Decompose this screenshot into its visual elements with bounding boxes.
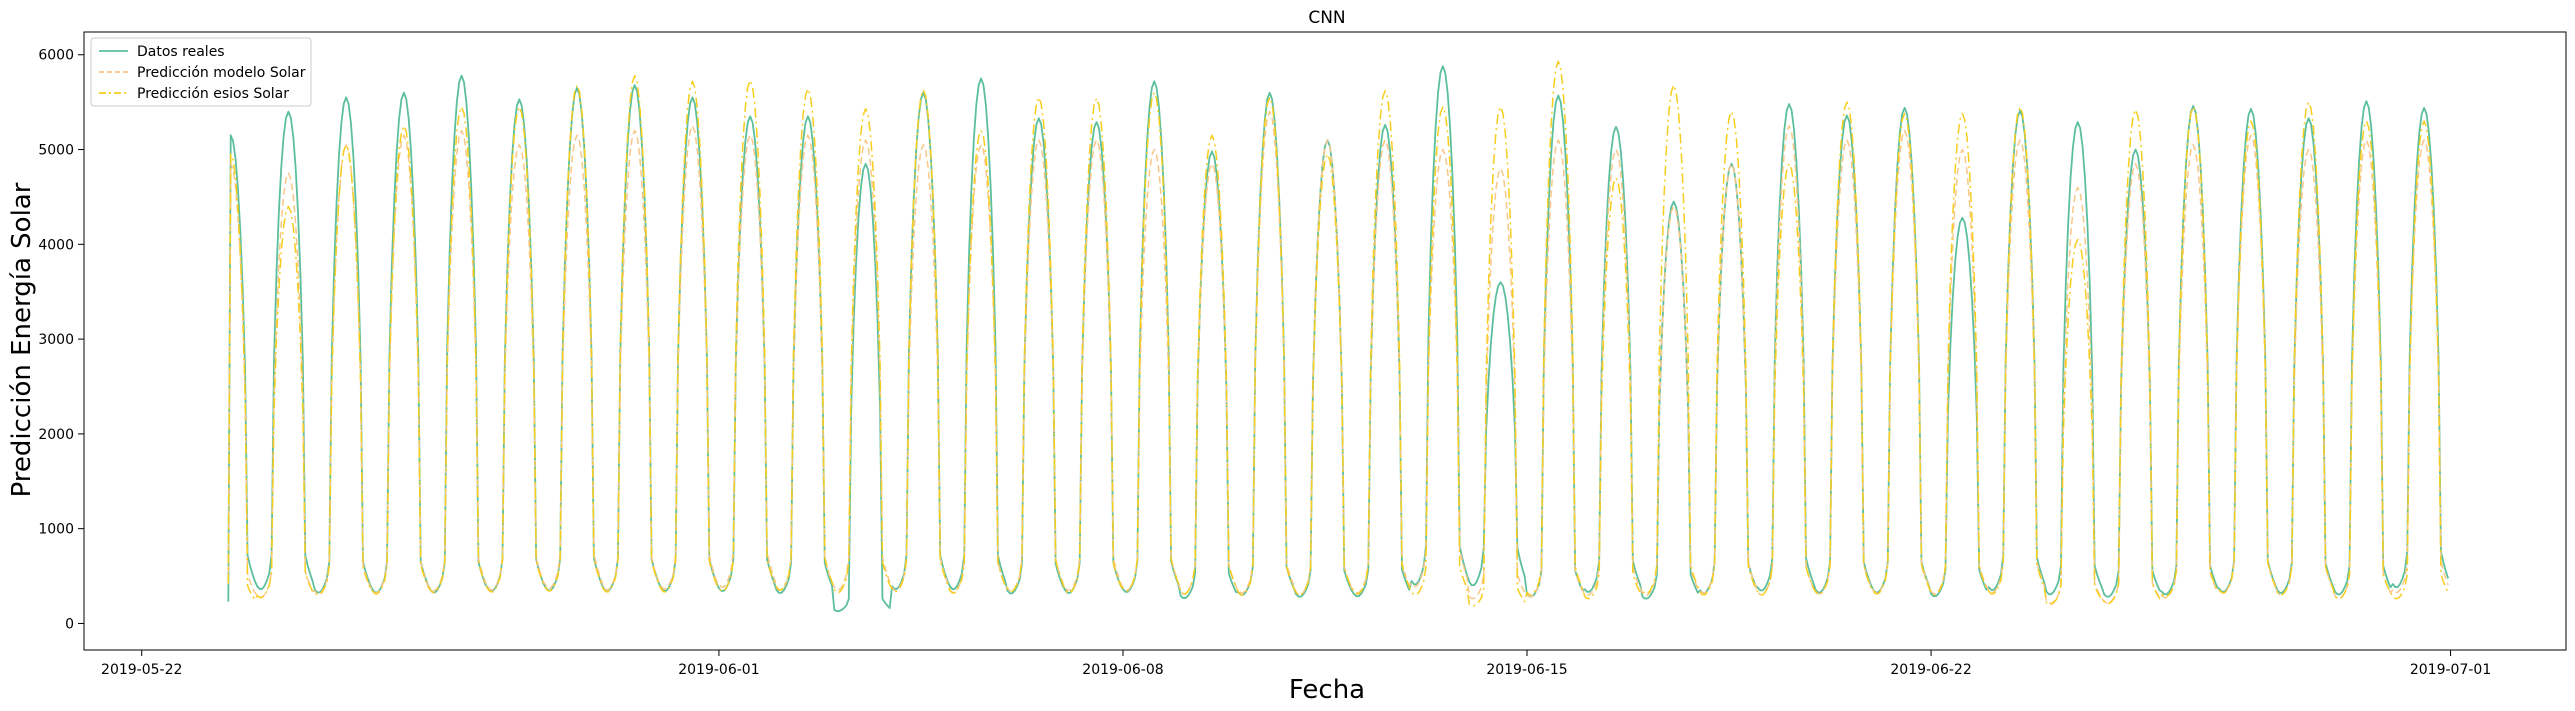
series-layer	[227, 60, 2450, 612]
x-tick-label: 2019-07-01	[2410, 662, 2491, 678]
series-line-3	[227, 60, 2449, 607]
x-axis-title: Fecha	[1289, 675, 1365, 705]
plot-area	[83, 31, 2567, 651]
legend: Datos reales Predicción modelo Solar Predi…	[90, 37, 312, 107]
x-tick-label: 2019-06-22	[1890, 662, 1971, 678]
x-tick-label: 2019-06-08	[1082, 662, 1163, 678]
y-tick-label: 6000	[38, 48, 74, 64]
y-axis-title: Predicción Energía Solar	[7, 182, 37, 497]
series-line-2	[227, 110, 2449, 605]
legend-box	[90, 37, 312, 107]
legend-label-2: Predicción modelo Solar	[137, 65, 306, 81]
x-tick-label: 2019-06-15	[1486, 662, 1567, 678]
legend-label-3: Predicción esios Solar	[137, 86, 289, 102]
y-tick-label: 3000	[38, 332, 74, 348]
x-tick-label: 2019-06-01	[678, 662, 759, 678]
y-tick-label: 0	[65, 616, 74, 632]
y-tick-label: 2000	[38, 427, 74, 443]
chart-title: CNN	[1308, 8, 1345, 28]
y-tick-label: 5000	[38, 143, 74, 159]
x-tick-label: 2019-05-22	[101, 662, 182, 678]
x-axis: 2019-05-22 2019-06-01 2019-06-08 2019-06-15…	[101, 650, 2491, 678]
y-axis: 0 1000 2000 3000 4000 5000 6000	[38, 48, 84, 632]
y-tick-label: 4000	[38, 237, 74, 253]
legend-label-1: Datos reales	[137, 44, 225, 60]
y-tick-label: 1000	[38, 522, 74, 538]
